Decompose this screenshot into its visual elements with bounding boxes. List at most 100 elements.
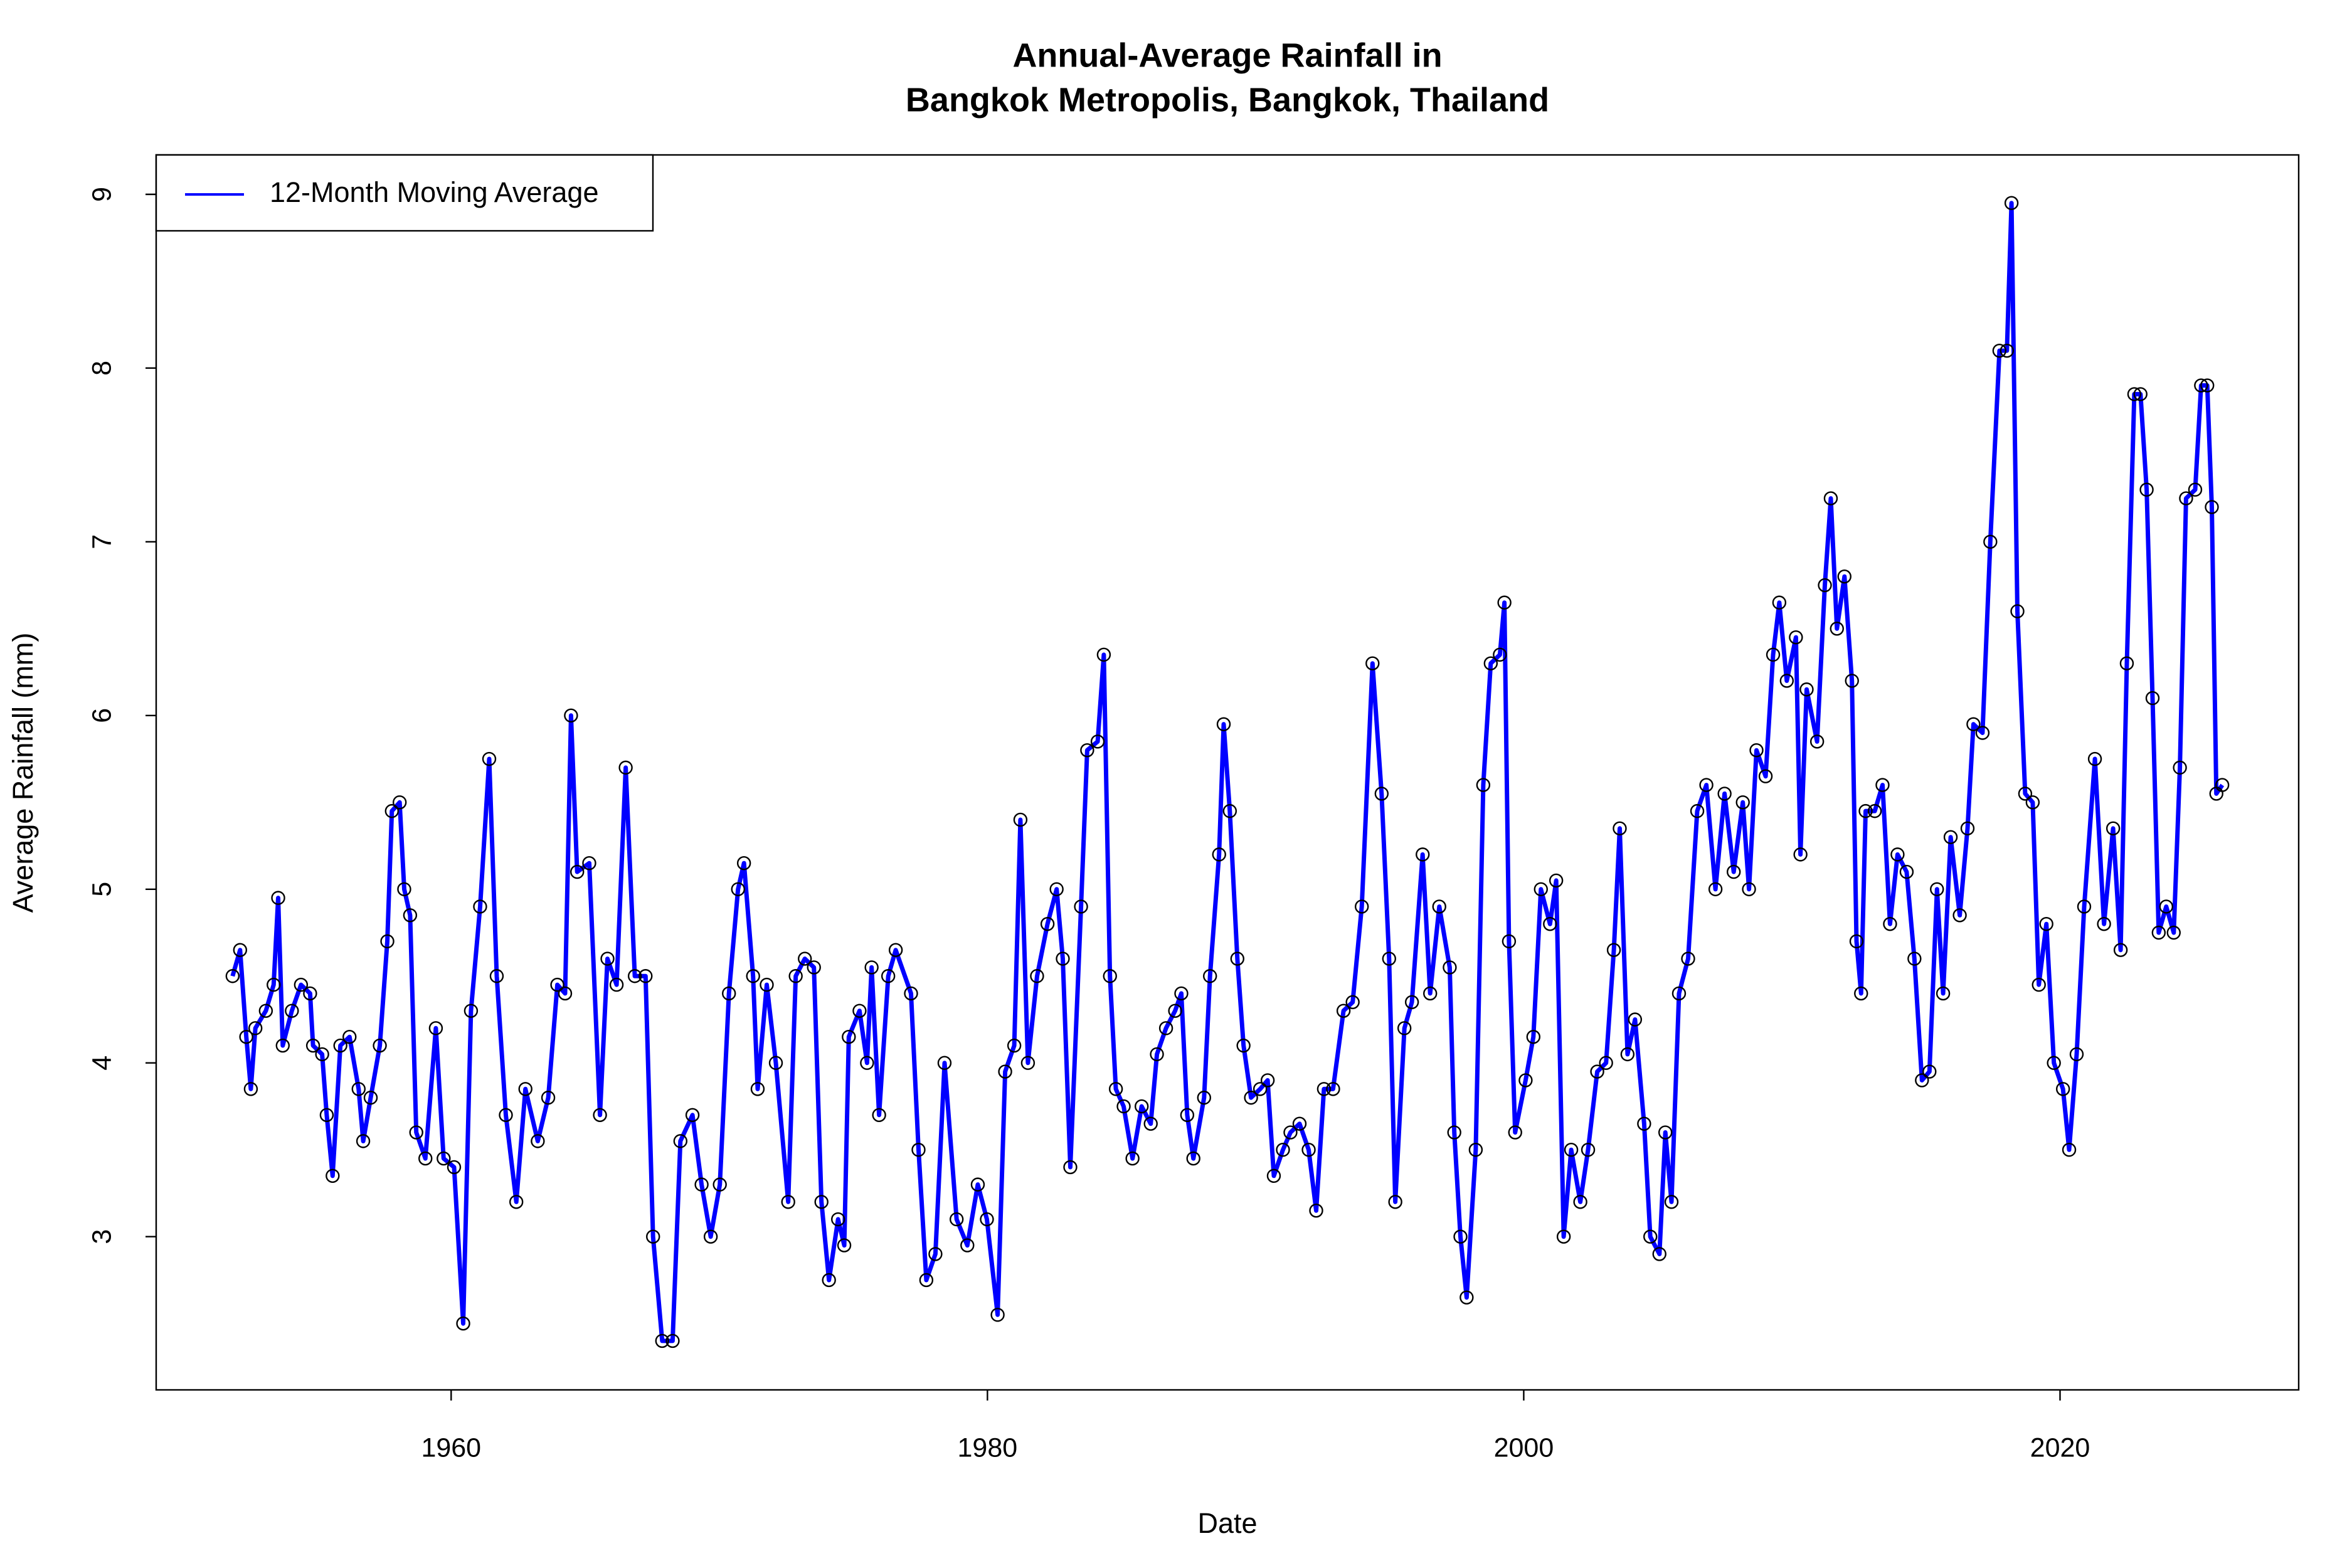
data-point bbox=[499, 1108, 513, 1123]
data-point bbox=[685, 1108, 700, 1123]
data-point bbox=[239, 1029, 253, 1044]
data-point bbox=[285, 1004, 299, 1018]
data-point bbox=[970, 1177, 985, 1192]
data-point bbox=[814, 1195, 829, 1209]
data-point bbox=[1818, 578, 1832, 593]
data-point bbox=[665, 1333, 680, 1348]
data-point bbox=[541, 1090, 556, 1105]
data-point bbox=[1883, 916, 1897, 931]
data-point bbox=[1174, 986, 1189, 1001]
data-point bbox=[1936, 986, 1951, 1001]
data-point bbox=[2215, 778, 2230, 792]
data-point bbox=[1952, 908, 1967, 923]
data-point bbox=[1292, 1116, 1307, 1131]
data-point bbox=[1236, 1038, 1251, 1053]
data-point bbox=[1766, 647, 1781, 662]
data-point bbox=[447, 1160, 462, 1175]
data-point bbox=[2097, 916, 2111, 931]
data-point bbox=[1476, 778, 1491, 792]
data-point bbox=[646, 1229, 660, 1244]
data-point bbox=[609, 977, 624, 992]
data-point bbox=[1772, 595, 1787, 610]
data-point bbox=[638, 969, 653, 983]
data-point bbox=[911, 1143, 926, 1157]
data-point bbox=[1867, 803, 1882, 818]
data-point bbox=[760, 977, 774, 992]
data-point bbox=[1143, 1116, 1158, 1131]
data-point bbox=[243, 1082, 258, 1096]
data-point bbox=[384, 803, 400, 818]
plot-frame bbox=[155, 154, 2300, 1391]
data-point bbox=[655, 1333, 669, 1348]
data-point bbox=[1423, 986, 1438, 1001]
data-point bbox=[489, 969, 504, 983]
data-point bbox=[1599, 1056, 1613, 1070]
data-point bbox=[2173, 760, 2187, 775]
data-point bbox=[1581, 1143, 1596, 1157]
data-point bbox=[397, 882, 411, 896]
data-point bbox=[1789, 630, 1803, 645]
data-point bbox=[2018, 787, 2033, 801]
data-point bbox=[550, 977, 564, 992]
data-point bbox=[1180, 1108, 1195, 1123]
data-point bbox=[1316, 1082, 1332, 1096]
data-point bbox=[1943, 830, 1958, 844]
data-point bbox=[1447, 1125, 1461, 1140]
data-point bbox=[864, 960, 879, 975]
data-point bbox=[1708, 882, 1723, 896]
data-point bbox=[1283, 1125, 1298, 1140]
data-point bbox=[363, 1090, 378, 1105]
data-point bbox=[1823, 491, 1838, 506]
y-tick-label: 5 bbox=[87, 882, 117, 897]
data-point bbox=[2069, 1047, 2084, 1062]
data-point bbox=[1915, 1073, 1929, 1088]
data-point bbox=[2133, 387, 2148, 401]
data-point bbox=[888, 943, 903, 957]
data-point bbox=[1212, 847, 1226, 862]
data-point bbox=[1620, 1047, 1635, 1062]
data-point bbox=[1309, 1203, 1323, 1218]
data-point bbox=[1960, 821, 1975, 836]
data-point bbox=[1690, 803, 1705, 818]
data-point bbox=[1134, 1099, 1149, 1114]
data-point bbox=[822, 1273, 836, 1288]
chart-title: Bangkok Metropolis, Bangkok, Thailand bbox=[906, 81, 1549, 119]
data-point bbox=[564, 708, 578, 723]
data-point bbox=[1013, 812, 1028, 827]
data-point bbox=[1606, 943, 1621, 957]
data-point bbox=[831, 1212, 845, 1227]
data-point bbox=[248, 1021, 263, 1036]
data-point bbox=[482, 751, 497, 766]
data-point bbox=[403, 908, 418, 923]
data-point bbox=[1717, 787, 1732, 801]
data-point bbox=[1518, 1073, 1533, 1088]
data-point bbox=[1992, 343, 2007, 358]
data-point bbox=[1103, 969, 1117, 983]
data-point bbox=[1726, 864, 1741, 879]
data-point bbox=[600, 951, 615, 966]
data-point bbox=[1056, 951, 1070, 966]
data-point bbox=[1443, 960, 1457, 975]
data-point bbox=[437, 1151, 451, 1166]
data-point bbox=[1108, 1082, 1123, 1096]
data-point bbox=[949, 1212, 964, 1227]
data-point bbox=[1664, 1195, 1679, 1209]
data-point bbox=[1301, 1143, 1316, 1157]
data-point bbox=[351, 1082, 366, 1096]
x-tick-label: 2000 bbox=[1494, 1433, 1554, 1463]
data-point bbox=[303, 986, 317, 1001]
data-point bbox=[1854, 986, 1868, 1001]
data-point bbox=[1203, 969, 1217, 983]
data-point bbox=[2205, 500, 2219, 514]
legend-label: 12-Month Moving Average bbox=[270, 176, 599, 208]
data-point bbox=[1742, 882, 1756, 896]
data-point bbox=[333, 1038, 347, 1053]
data-point bbox=[842, 1029, 856, 1044]
data-point bbox=[1749, 743, 1764, 758]
data-point bbox=[919, 1273, 934, 1288]
data-point bbox=[1966, 717, 1981, 731]
data-point bbox=[267, 977, 281, 992]
data-point bbox=[1365, 656, 1380, 670]
